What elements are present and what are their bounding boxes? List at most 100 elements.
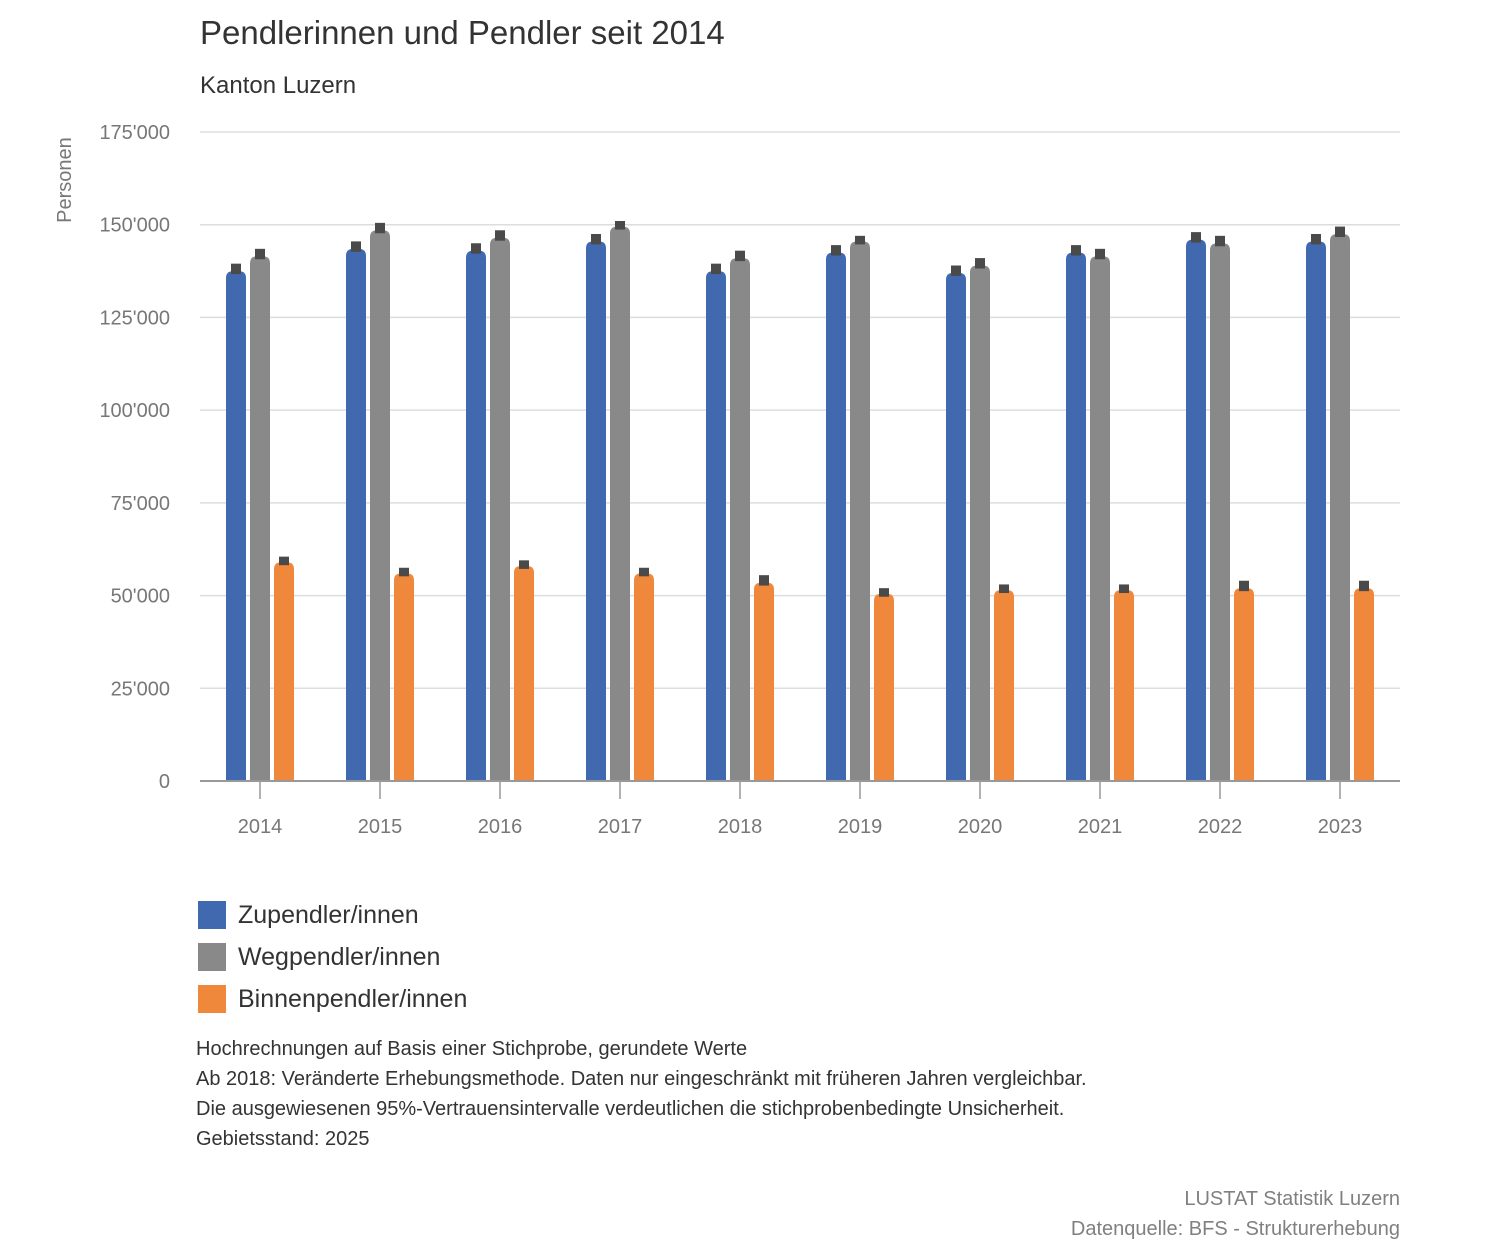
ci-marker-zupendler-2020 bbox=[951, 265, 961, 276]
ci-marker-binnenpendler-2016 bbox=[519, 560, 529, 569]
legend: Zupendler/innen Wegpendler/innen Binnenp… bbox=[198, 894, 467, 1020]
bar-wegpendler-2016[interactable] bbox=[490, 237, 510, 782]
source-data: Datenquelle: BFS - Strukturerhebung bbox=[1070, 1218, 1400, 1240]
ci-marker-wegpendler-2014 bbox=[255, 248, 265, 260]
y-tick-label: 0 bbox=[159, 771, 170, 793]
legend-label: Wegpendler/innen bbox=[238, 942, 441, 971]
footnotes: Hochrechnungen auf Basis einer Stichprob… bbox=[196, 1034, 1087, 1154]
y-tick-label: 50'000 bbox=[111, 586, 170, 608]
footnote-line: Gebietsstand: 2025 bbox=[196, 1128, 370, 1150]
bar-binnenpendler-2019[interactable] bbox=[874, 593, 894, 781]
ci-marker-wegpendler-2023 bbox=[1335, 226, 1345, 237]
bar-wegpendler-2017[interactable] bbox=[610, 226, 630, 781]
bar-wegpendler-2015[interactable] bbox=[370, 230, 390, 781]
ci-marker-wegpendler-2021 bbox=[1095, 248, 1105, 260]
source-credits: LUSTAT Statistik Luzern Datenquelle: BFS… bbox=[1071, 1184, 1400, 1244]
legend-label: Zupendler/innen bbox=[238, 900, 419, 929]
y-axis-label: Personen bbox=[54, 137, 76, 223]
ci-marker-zupendler-2023 bbox=[1311, 233, 1321, 245]
legend-item-wegpendler[interactable]: Wegpendler/innen bbox=[198, 936, 467, 978]
ci-marker-wegpendler-2015 bbox=[375, 222, 385, 234]
ci-marker-wegpendler-2016 bbox=[495, 230, 505, 241]
bar-binnenpendler-2017[interactable] bbox=[634, 573, 654, 781]
bar-binnenpendler-2014[interactable] bbox=[274, 562, 294, 781]
footnote-line: Die ausgewiesenen 95%-Vertrauensinterval… bbox=[196, 1098, 1065, 1120]
bar-wegpendler-2021[interactable] bbox=[1090, 256, 1110, 781]
bar-binnenpendler-2018[interactable] bbox=[754, 582, 774, 781]
bar-zupendler-2016[interactable] bbox=[466, 250, 486, 781]
ci-marker-binnenpendler-2015 bbox=[399, 567, 409, 577]
ci-marker-zupendler-2017 bbox=[591, 233, 601, 245]
bar-wegpendler-2020[interactable] bbox=[970, 265, 990, 782]
bar-wegpendler-2023[interactable] bbox=[1330, 233, 1350, 781]
x-tick-label: 2015 bbox=[358, 816, 403, 838]
x-tick-label: 2022 bbox=[1198, 816, 1243, 838]
x-tick-label: 2023 bbox=[1318, 816, 1363, 838]
ci-marker-wegpendler-2022 bbox=[1215, 235, 1225, 247]
ci-marker-binnenpendler-2021 bbox=[1119, 584, 1129, 594]
bar-zupendler-2018[interactable] bbox=[706, 271, 726, 781]
legend-item-zupendler[interactable]: Zupendler/innen bbox=[198, 894, 467, 936]
legend-swatch-wegpendler bbox=[198, 943, 226, 971]
y-tick-label: 25'000 bbox=[111, 678, 170, 700]
bar-binnenpendler-2021[interactable] bbox=[1114, 590, 1134, 781]
bar-wegpendler-2014[interactable] bbox=[250, 256, 270, 781]
x-axis: 2014 2015 2016 2017 2018 2019 2020 2021 2022 2023 bbox=[200, 780, 1400, 838]
legend-swatch-zupendler bbox=[198, 901, 226, 929]
bar-zupendler-2014[interactable] bbox=[226, 271, 246, 781]
ci-marker-zupendler-2021 bbox=[1071, 245, 1081, 256]
bar-zupendler-2022[interactable] bbox=[1186, 239, 1206, 781]
footnote-line: Hochrechnungen auf Basis einer Stichprob… bbox=[196, 1038, 748, 1060]
x-tick-label: 2016 bbox=[478, 816, 523, 838]
bar-binnenpendler-2023[interactable] bbox=[1354, 588, 1374, 781]
x-tick-label: 2017 bbox=[598, 816, 643, 838]
bar-binnenpendler-2022[interactable] bbox=[1234, 588, 1254, 781]
y-tick-label: 125'000 bbox=[99, 307, 170, 329]
x-tick-label: 2019 bbox=[838, 816, 883, 838]
chart-subtitle: Kanton Luzern bbox=[200, 72, 357, 99]
source-org: LUSTAT Statistik Luzern bbox=[1184, 1188, 1400, 1210]
bar-zupendler-2023[interactable] bbox=[1306, 241, 1326, 782]
y-tick-label: 175'000 bbox=[99, 122, 170, 144]
bar-wegpendler-2022[interactable] bbox=[1210, 243, 1230, 781]
bar-zupendler-2019[interactable] bbox=[826, 252, 846, 781]
legend-swatch-binnenpendler bbox=[198, 985, 226, 1013]
ci-marker-zupendler-2014 bbox=[231, 263, 241, 275]
bar-wegpendler-2018[interactable] bbox=[730, 258, 750, 781]
ci-marker-binnenpendler-2022 bbox=[1239, 580, 1249, 592]
y-tick-label: 100'000 bbox=[99, 400, 170, 422]
x-tick-label: 2021 bbox=[1078, 816, 1123, 838]
ci-marker-binnenpendler-2019 bbox=[879, 588, 889, 597]
bar-zupendler-2020[interactable] bbox=[946, 272, 966, 781]
legend-item-binnenpendler[interactable]: Binnenpendler/innen bbox=[198, 978, 467, 1020]
bar-binnenpendler-2016[interactable] bbox=[514, 565, 534, 781]
ci-marker-wegpendler-2019 bbox=[855, 235, 865, 245]
bar-zupendler-2021[interactable] bbox=[1066, 252, 1086, 781]
ci-marker-binnenpendler-2018 bbox=[759, 575, 769, 586]
footnote-line: Ab 2018: Veränderte Erhebungsmethode. Da… bbox=[196, 1068, 1087, 1090]
bar-zupendler-2017[interactable] bbox=[586, 241, 606, 782]
ci-marker-zupendler-2022 bbox=[1191, 232, 1201, 243]
ci-marker-zupendler-2018 bbox=[711, 263, 721, 275]
ci-marker-binnenpendler-2014 bbox=[279, 556, 289, 566]
bar-binnenpendler-2015[interactable] bbox=[394, 573, 414, 781]
ci-marker-zupendler-2016 bbox=[471, 243, 481, 254]
y-tick-label: 75'000 bbox=[111, 493, 170, 515]
legend-label: Binnenpendler/innen bbox=[238, 984, 468, 1013]
bar-chart: 0 25'000 50'000 75'000 100'000 125'000 150'000… bbox=[54, 122, 1400, 838]
bars bbox=[226, 226, 1374, 782]
ci-marker-wegpendler-2017 bbox=[615, 221, 625, 230]
bar-wegpendler-2019[interactable] bbox=[850, 241, 870, 782]
ci-marker-wegpendler-2020 bbox=[975, 258, 985, 269]
y-tick-label: 150'000 bbox=[99, 215, 170, 237]
y-axis-ticks: 0 25'000 50'000 75'000 100'000 125'000 150'000… bbox=[99, 122, 170, 793]
x-tick-label: 2014 bbox=[238, 816, 283, 838]
x-tick-label: 2020 bbox=[958, 816, 1003, 838]
bar-binnenpendler-2020[interactable] bbox=[994, 590, 1014, 781]
chart-title: Pendlerinnen und Pendler seit 2014 bbox=[200, 14, 725, 51]
ci-marker-zupendler-2019 bbox=[831, 245, 841, 256]
ci-marker-wegpendler-2018 bbox=[735, 250, 745, 262]
bar-zupendler-2015[interactable] bbox=[346, 248, 366, 781]
ci-marker-zupendler-2015 bbox=[351, 241, 361, 252]
ci-marker-binnenpendler-2020 bbox=[999, 584, 1009, 594]
